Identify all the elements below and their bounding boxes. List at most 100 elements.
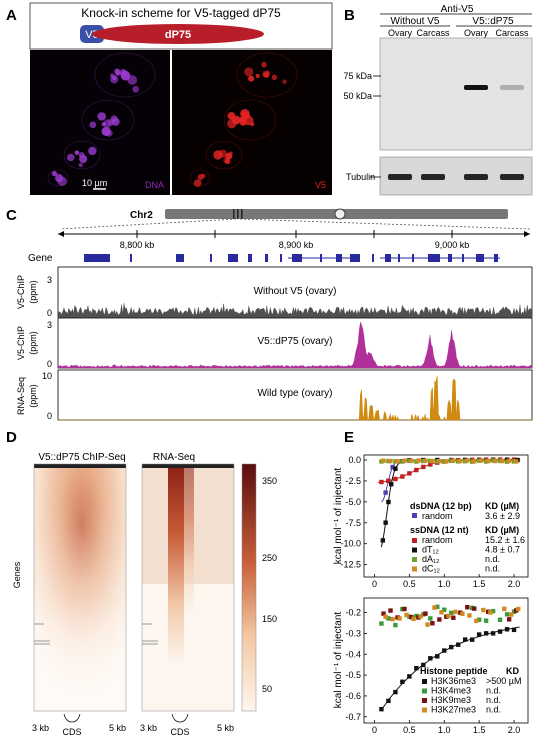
legend-ss-marker — [412, 547, 417, 553]
track1-title: Without V5 (ovary) — [254, 286, 337, 297]
point-h3k36me3 — [449, 644, 454, 650]
microscopy-dna: 10 µm DNA — [30, 50, 170, 195]
peptide-kd-header: KD — [506, 666, 519, 676]
point-h3k27me3 — [467, 613, 472, 618]
point-h3k27me3 — [460, 611, 465, 616]
point-h3k9me3 — [465, 605, 470, 610]
point-ss-dc12 — [388, 458, 393, 464]
point-h3k27me3 — [425, 622, 430, 627]
egg-chamber-outline — [47, 169, 69, 187]
legend-peptide-marker — [422, 688, 427, 694]
itc-bottom-xtick-label: 0.5 — [403, 725, 416, 735]
gene-exon — [292, 254, 302, 262]
heatmap-rna — [141, 463, 235, 712]
legend-ss-kd: 4.8 ± 0.7 — [485, 545, 520, 555]
point-ss-dc12 — [506, 458, 512, 464]
group-without-v5: Without V5 — [391, 16, 440, 27]
point-ss-dc12 — [486, 458, 491, 464]
legend-ss-marker — [412, 566, 417, 572]
point-h3k4me3 — [504, 612, 510, 617]
microscopy-v5: V5 — [172, 50, 332, 195]
track2-ylabel: V5-ChIP — [16, 326, 26, 360]
marker-50: 50 kDa — [343, 91, 372, 101]
legend-peptide-kd: n.d. — [486, 695, 501, 705]
colorbar-tick-350: 350 — [262, 476, 277, 486]
point-ss-dt12 — [393, 466, 398, 471]
gene-exon — [265, 254, 268, 262]
nucleus — [227, 111, 236, 120]
gene-exon — [320, 254, 322, 262]
tubulin-band — [421, 174, 445, 180]
point-ss-random — [393, 476, 398, 482]
x-tick-9000: 9,000 kb — [435, 240, 470, 250]
point-h3k27me3 — [439, 610, 444, 615]
nucleus — [79, 154, 88, 164]
knock-in-scheme: Knock-in scheme for V5-tagged dP75 V5 dP… — [29, 2, 333, 50]
point-h3k4me3 — [393, 622, 398, 628]
dp75-protein-shape — [92, 24, 264, 44]
point-h3k27me3 — [397, 616, 402, 621]
itc-top-ytick-label: 0.0 — [348, 455, 361, 465]
point-ss-random — [421, 464, 426, 470]
point-h3k4me3 — [379, 621, 384, 626]
point-h3k36me3 — [428, 656, 433, 661]
point-h3k4me3 — [428, 616, 433, 621]
lane-3: Ovary — [464, 28, 489, 38]
x-tick-8900: 8,900 kb — [279, 240, 314, 250]
dp75-protein-label: dP75 — [165, 29, 191, 41]
point-ss-dc12 — [430, 458, 435, 464]
point-ss-dc12 — [472, 459, 477, 464]
point-h3k36me3 — [442, 648, 447, 653]
point-ss-dc12 — [493, 458, 498, 464]
track-rna-seq: 10 0 RNA-Seq (ppm) Wild type (ovary) — [16, 369, 533, 422]
nucleus — [224, 158, 231, 165]
point-h3k4me3 — [490, 608, 496, 614]
egg-chamber-outline — [94, 52, 156, 98]
point-h3k27me3 — [390, 616, 395, 622]
point-ss-random — [414, 467, 419, 473]
point-ss-dc12 — [395, 458, 400, 464]
chromosome-ideogram: Chr2 — [59, 208, 531, 230]
nucleus — [255, 73, 260, 78]
point-ss-dt12 — [380, 538, 386, 543]
heatmap-x-axis: 3 kb CDS 5 kb 3 kb CDS 5 kb — [32, 713, 234, 737]
legend-peptide-kd: n.d. — [486, 705, 501, 715]
point-h3k4me3 — [449, 610, 454, 616]
hm2-x-right: 5 kb — [217, 723, 234, 733]
point-h3k9me3 — [506, 617, 512, 622]
point-h3k27me3 — [446, 613, 451, 619]
nucleus — [228, 151, 233, 156]
track2-title: V5::dP75 (ovary) — [257, 336, 332, 347]
gene-exon — [385, 254, 391, 262]
dna-channel-label: DNA — [145, 180, 164, 190]
point-h3k36me3 — [386, 698, 391, 704]
itc-bottom-xtick-label: 2.0 — [508, 725, 521, 735]
point-ss-dc12 — [381, 458, 386, 463]
point-h3k9me3 — [472, 606, 477, 611]
track1-ymin: 0 — [47, 308, 52, 318]
ss-header: ssDNA (12 nt) — [410, 525, 469, 535]
track3-yunit: (ppm) — [28, 384, 38, 408]
panel-c-label: C — [6, 207, 17, 224]
itc-top-xtick-label: 1.0 — [438, 579, 451, 589]
point-ss-dt12 — [383, 520, 388, 525]
point-h3k36me3 — [435, 654, 440, 659]
legend-ss-kd: 15.2 ± 1.6 — [485, 535, 525, 545]
point-h3k27me3 — [432, 605, 437, 610]
heatmap2-title: RNA-Seq — [153, 452, 195, 463]
point-h3k36me3 — [393, 689, 398, 695]
point-h3k36me3 — [490, 631, 496, 636]
point-h3k9me3 — [437, 617, 442, 622]
point-ss-dc12 — [444, 459, 449, 464]
gene-exon — [476, 254, 484, 262]
heatmap-ylabel: Genes — [12, 561, 22, 588]
point-h3k36me3 — [476, 632, 482, 637]
track2-signal — [57, 321, 533, 369]
itc-bottom-ytick-label: -0.7 — [345, 712, 361, 722]
itc-top-ylabel: kcal mol⁻¹ of injectant — [333, 468, 344, 565]
peptide-header: Histone peptide — [420, 666, 488, 676]
point-h3k27me3 — [404, 612, 409, 618]
track1-yunit: (ppm) — [28, 280, 38, 304]
point-h3k9me3 — [430, 621, 435, 626]
x-tick-8800: 8,800 kb — [120, 240, 155, 250]
